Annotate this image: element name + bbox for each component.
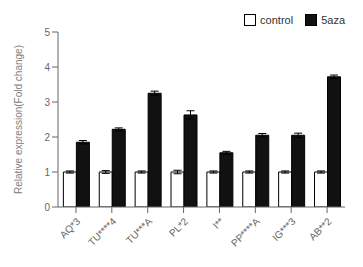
html-text:5aza: 5aza xyxy=(321,14,345,26)
svg-text:1: 1 xyxy=(44,167,50,178)
svg-text:3: 3 xyxy=(44,97,50,108)
svg-text:4: 4 xyxy=(44,62,50,73)
svg-text:Relative expression(Fold chang: Relative expression(Fold change) xyxy=(13,45,24,194)
svg-text:2: 2 xyxy=(44,132,50,143)
svg-text:AB**2: AB**2 xyxy=(307,215,334,242)
svg-text:I**: I** xyxy=(211,216,226,231)
svg-text:TU****4: TU****4 xyxy=(86,215,118,247)
html-text:control: control xyxy=(260,14,294,26)
svg-text:5: 5 xyxy=(44,27,50,38)
svg-text:TU***A: TU***A xyxy=(124,215,154,245)
svg-text:AQ*3: AQ*3 xyxy=(58,215,83,240)
svg-text:0: 0 xyxy=(44,202,50,213)
svg-text:IG***3: IG***3 xyxy=(270,215,298,243)
svg-text:PL*2: PL*2 xyxy=(167,215,190,238)
svg-text:PP****A: PP****A xyxy=(229,215,262,248)
